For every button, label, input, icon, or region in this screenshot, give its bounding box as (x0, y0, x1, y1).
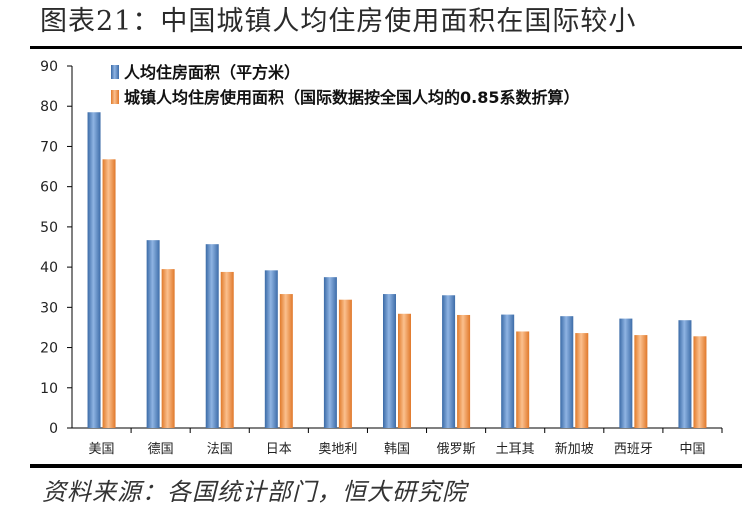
bar-s1-韩国 (383, 294, 396, 428)
y-axis-ticks: 0 10 20 30 40 50 60 70 80 90 (40, 59, 72, 437)
bar-s1-法国 (205, 244, 219, 428)
figure-title: 图表21：中国城镇人均住房使用面积在国际较小 (40, 6, 637, 37)
bar-s1-美国 (87, 112, 101, 428)
bar-chart: 0 10 20 30 40 50 60 70 80 90 美国 德国 法国 日本 奥地利 韩国 俄罗斯 土耳其 新… (40, 59, 723, 457)
bar-s2-韩国 (398, 313, 411, 428)
bar-s1-土耳其 (501, 314, 515, 428)
x-axis-labels: 美国 德国 法国 日本 奥地利 韩国 俄罗斯 土耳其 新加坡 西班牙 中国 (89, 428, 723, 457)
bars (87, 112, 707, 428)
bar-s2-美国 (102, 159, 116, 428)
legend: 人均住房面积（平方米） 城镇人均住房使用面积（国际数据按全国人均的0.85系数折算… (111, 63, 579, 107)
bar-s1-中国 (678, 320, 692, 428)
y-tick-label: 10 (40, 381, 58, 397)
bar-s2-土耳其 (516, 331, 530, 428)
x-tick-label: 西班牙 (614, 442, 653, 457)
x-tick-label: 俄罗斯 (437, 442, 476, 457)
x-tick-label: 韩国 (384, 442, 410, 457)
x-tick-label: 德国 (148, 442, 174, 457)
bar-s2-奥地利 (338, 299, 352, 428)
y-tick-label: 20 (40, 341, 58, 357)
bar-s2-日本 (279, 294, 293, 428)
legend-label-1: 人均住房面积（平方米） (124, 63, 300, 82)
y-tick-label: 0 (49, 421, 58, 437)
bar-s1-奥地利 (323, 277, 337, 428)
source-rule (30, 464, 742, 468)
bar-s2-中国 (693, 336, 707, 428)
bar-s2-新加坡 (575, 333, 589, 428)
legend-label-2: 城镇人均住房使用面积（国际数据按全国人均的0.85系数折算） (124, 88, 579, 107)
bar-s1-俄罗斯 (442, 295, 456, 428)
bar-s1-西班牙 (619, 318, 633, 428)
bar-s2-德国 (161, 269, 175, 428)
y-tick-label: 80 (40, 99, 58, 115)
bar-s1-新加坡 (560, 316, 574, 428)
y-tick-label: 70 (40, 139, 58, 155)
legend-swatch-1 (111, 65, 119, 79)
x-tick-label: 中国 (679, 442, 705, 457)
x-tick-label: 奥地利 (318, 442, 357, 457)
y-tick-label: 60 (40, 180, 58, 196)
x-tick-label: 美国 (89, 442, 115, 457)
bar-s1-日本 (264, 270, 278, 428)
source-note: 资料来源：各国统计部门，恒大研究院 (42, 478, 467, 506)
legend-swatch-2 (111, 90, 119, 104)
x-tick-label: 新加坡 (555, 441, 594, 457)
y-tick-label: 40 (40, 260, 58, 276)
y-tick-label: 90 (40, 59, 58, 75)
bar-s2-法国 (220, 271, 234, 428)
x-tick-label: 法国 (207, 442, 233, 457)
bar-s2-西班牙 (634, 335, 648, 428)
y-tick-label: 30 (40, 300, 58, 316)
x-tick-label: 土耳其 (496, 442, 535, 457)
x-tick-label: 日本 (266, 442, 292, 457)
title-rule (30, 46, 742, 49)
bar-s1-德国 (146, 240, 160, 428)
bar-s2-俄罗斯 (457, 314, 471, 428)
y-tick-label: 50 (40, 220, 58, 236)
